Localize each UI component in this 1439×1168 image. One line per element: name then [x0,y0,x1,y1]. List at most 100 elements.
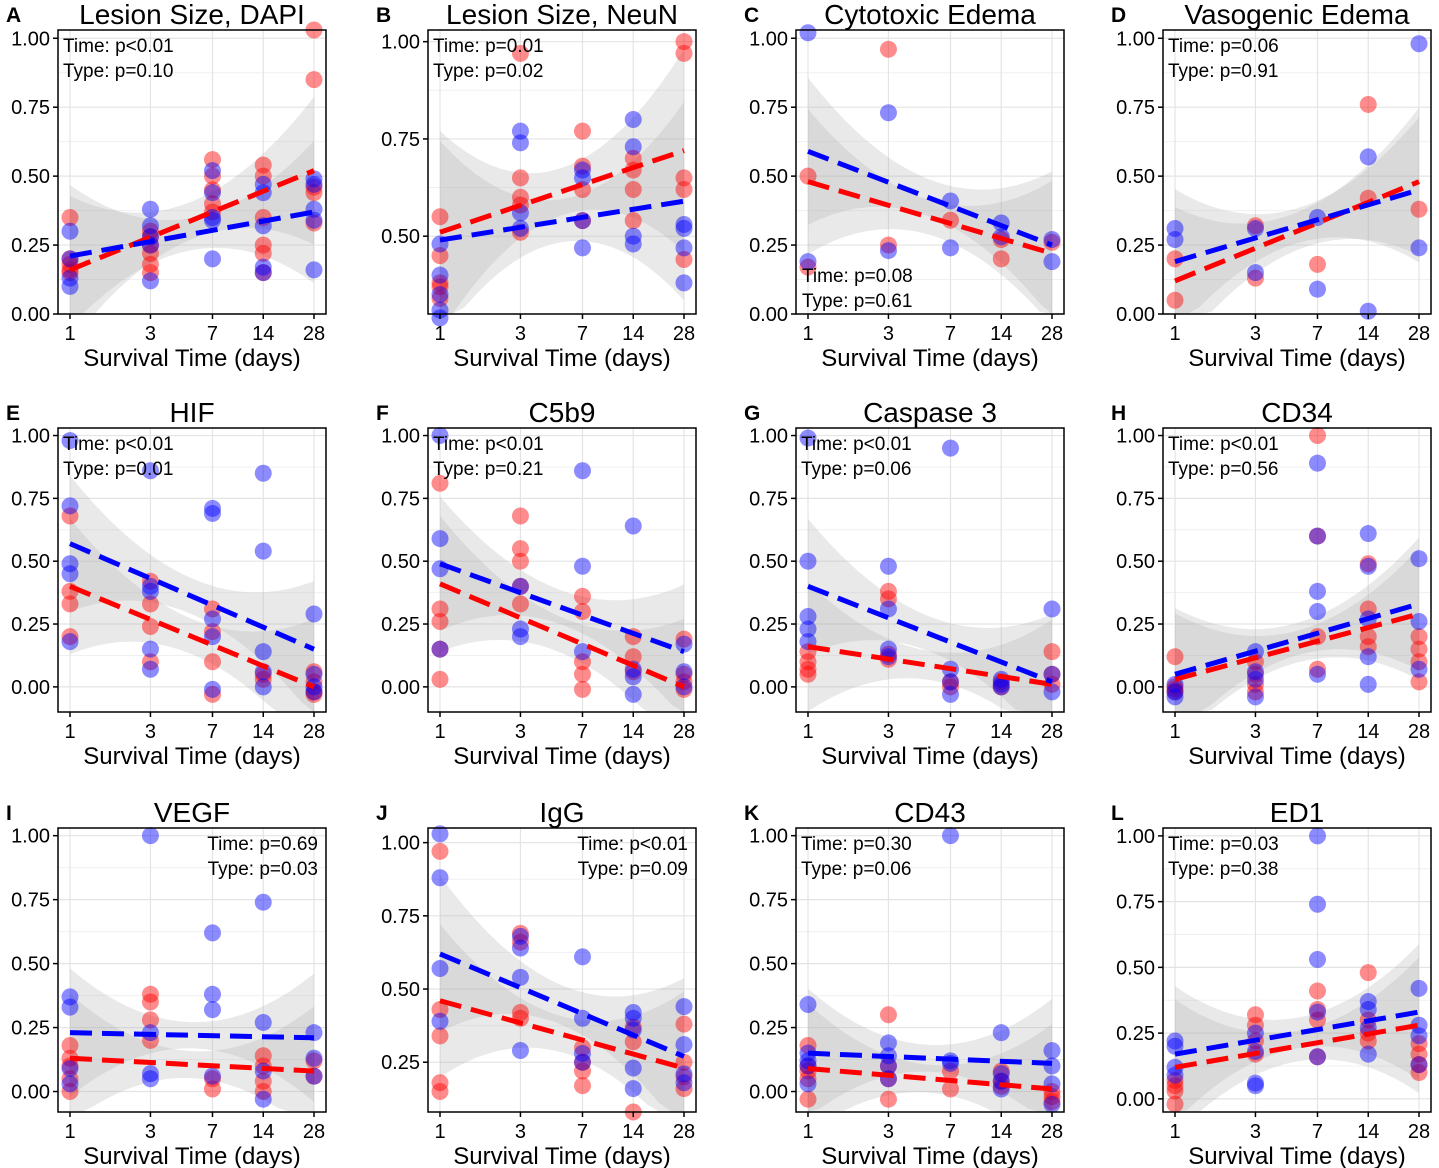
data-point-blue [431,427,449,445]
data-point-red [254,236,272,254]
data-point-red [203,600,221,618]
data-point-red [305,71,323,89]
data-point-red [675,33,693,51]
data-point-red [1308,1000,1326,1018]
x-tick-label: 28 [303,1121,325,1143]
data-point-blue [61,633,79,651]
plot-frame [795,29,1065,315]
data-point-blue [203,1001,221,1019]
confidence-band [1175,957,1419,1112]
data-point-red [61,595,79,613]
data-point-red [1359,638,1377,656]
confidence-band [1175,117,1419,315]
data-point-blue [1246,663,1264,681]
data-point-red [511,1003,529,1021]
x-tick-label: 7 [1312,323,1323,345]
trend-line-red [439,581,685,690]
y-tick-label: 0.50 [381,979,420,1001]
plot-frame [57,29,327,315]
panel-letter: A [6,4,21,27]
data-point-red [1166,1082,1184,1100]
data-point-red [879,1006,897,1024]
data-point-red [941,678,959,696]
x-axis-label: Survival Time (days) [83,1143,300,1168]
data-point-blue [1359,648,1377,666]
data-point-blue [1246,1077,1264,1095]
data-point-red [1166,683,1184,701]
data-point-blue [1043,683,1061,701]
data-point-red [305,214,323,232]
data-point-red [799,665,817,683]
panel-title: Caspase 3 [863,397,997,428]
data-point-red [431,600,449,618]
x-axis-label: Survival Time (days) [1188,345,1405,372]
data-point-blue [624,1080,642,1098]
trend-line-red [807,644,1053,687]
data-point-blue [992,678,1010,696]
y-tick-label: 0.75 [381,129,420,151]
confidence-band [70,96,314,314]
y-tick-label: 1.00 [11,826,50,848]
data-point-blue [61,269,79,287]
x-tick-label: 7 [577,721,588,743]
trend-line-blue [807,584,1053,685]
y-tick-label: 0.50 [749,551,788,573]
x-tick-label: 1 [802,721,813,743]
x-axis-label: Survival Time (days) [1188,1143,1405,1168]
y-tick-label: 0.25 [1116,1023,1155,1045]
data-point-blue [1359,675,1377,693]
data-point-red [61,1057,79,1075]
data-point-blue [1246,220,1264,238]
data-point-blue [431,286,449,304]
data-point-blue [799,429,817,447]
data-point-blue [573,161,591,179]
data-point-blue [511,134,529,152]
data-point-blue [203,250,221,268]
y-tick-label: 0.75 [11,97,50,119]
p-value-annotation: Time: p<0.01 [801,434,912,455]
x-tick-label: 28 [1408,721,1430,743]
data-point-blue [1359,1000,1377,1018]
data-point-blue [675,663,693,681]
x-tick-label: 28 [1041,721,1063,743]
data-point-red [1166,680,1184,698]
data-point-blue [1043,1095,1061,1113]
trend-line-blue [1174,187,1420,265]
plot-frame [1162,427,1432,713]
data-point-red [675,1015,693,1033]
data-point-blue [1166,231,1184,249]
confidence-band [808,581,1052,712]
x-tick-label: 3 [1250,323,1261,345]
data-point-red [203,623,221,641]
data-point-blue [573,1053,591,1071]
y-tick-label: 0.25 [1116,235,1155,257]
data-point-blue [624,1059,642,1077]
data-point-red [879,236,897,254]
y-tick-label: 0.25 [381,614,420,636]
data-point-red [431,1027,449,1045]
data-point-blue [1410,1056,1428,1074]
panel-a: A Lesion Size, DAPI 0.00 0.25 0.50 0.75 1.00 1 3… [6,0,327,372]
confidence-band [808,988,1052,1112]
data-point-red [879,1057,897,1075]
x-tick-label: 1 [434,1121,445,1143]
data-point-blue [61,565,79,583]
data-point-blue [675,219,693,237]
p-value-annotation: Type: p=0.91 [1168,61,1278,82]
data-point-blue [305,261,323,279]
panel-title: HIF [169,397,214,428]
data-point-red [203,1080,221,1098]
data-point-blue [431,530,449,548]
data-point-red [511,924,529,942]
data-point-blue [61,277,79,295]
data-point-blue [254,264,272,282]
data-point-blue [573,462,591,480]
data-point-blue [511,628,529,646]
data-point-red [799,1070,817,1088]
data-point-blue [254,258,272,276]
y-tick-label: 0.75 [381,906,420,928]
data-point-red [879,590,897,608]
data-point-blue [203,680,221,698]
